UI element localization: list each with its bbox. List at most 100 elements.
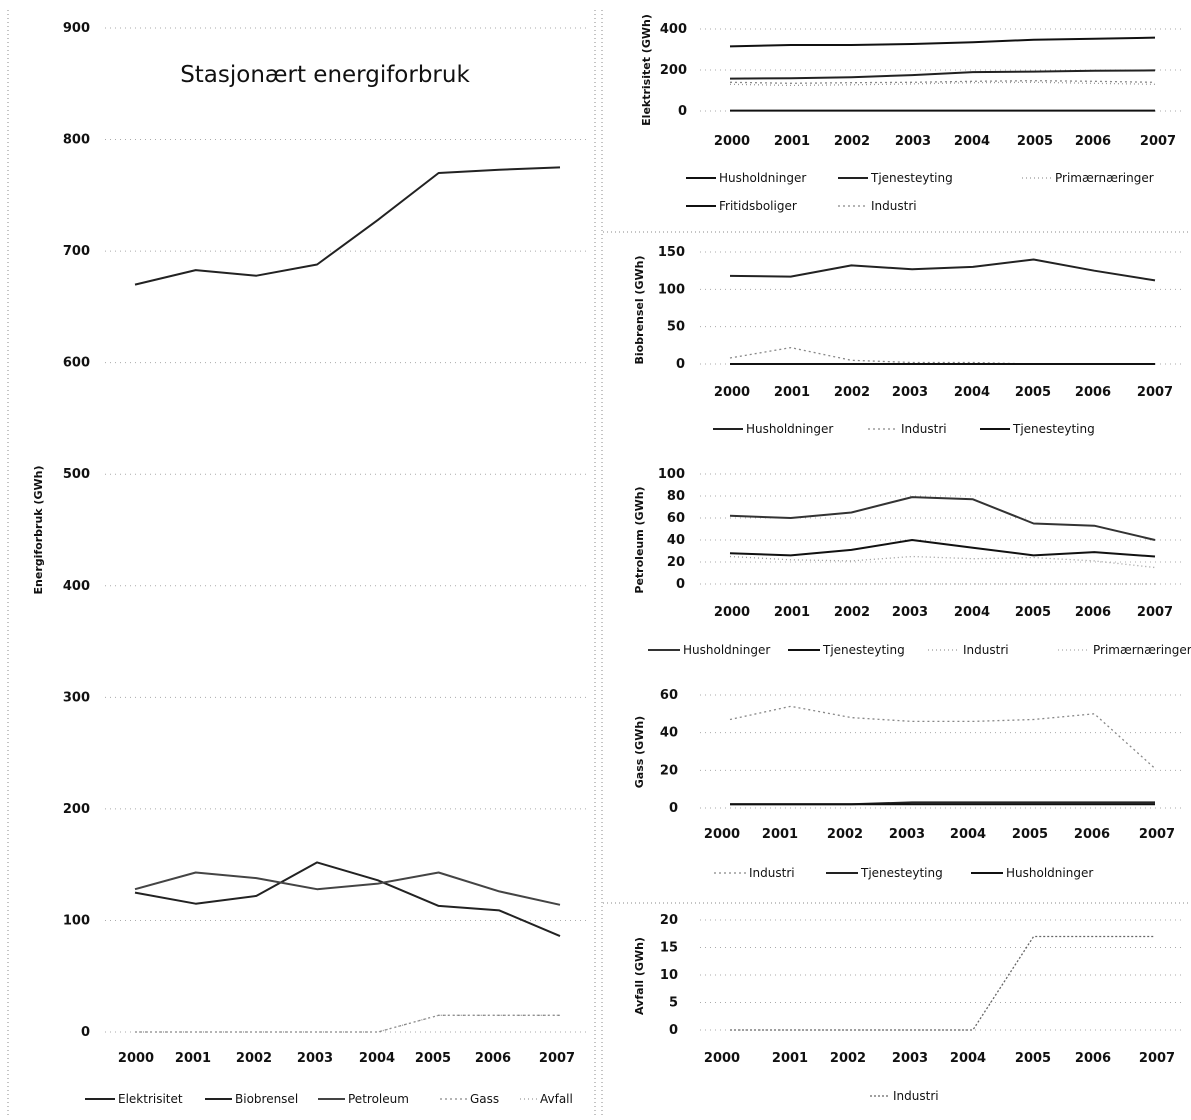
x-tick-label: 2006 xyxy=(1075,605,1111,620)
series-line-0 xyxy=(729,36,1156,48)
x-tick-label: 2002 xyxy=(830,1051,866,1066)
x-tick-label: 2001 xyxy=(774,385,810,400)
y-tick-label: 0 xyxy=(676,357,685,372)
series-line-2 xyxy=(134,871,561,906)
x-tick-label: 2002 xyxy=(236,1051,272,1066)
legend-label: Industri xyxy=(963,643,1009,657)
legend-label: Industri xyxy=(749,866,795,880)
y-tick-label: 100 xyxy=(658,282,685,297)
x-tick-label: 2003 xyxy=(892,1051,928,1066)
chart-panel-0: 0 100 200 300 400 500 600 700 800 900 Energiforbru… xyxy=(32,21,590,1106)
series-line-0 xyxy=(729,258,1156,282)
series-line-0 xyxy=(729,496,1156,541)
y-tick-label: 40 xyxy=(667,533,685,548)
y-tick-label: 60 xyxy=(660,688,678,703)
x-tick-label: 2004 xyxy=(359,1051,395,1066)
y-tick-label: 800 xyxy=(63,133,90,148)
y-tick-label: 300 xyxy=(63,690,90,705)
legend-label: Gass xyxy=(470,1092,499,1106)
y-tick-label: 0 xyxy=(678,104,687,119)
series-line-2 xyxy=(729,81,1156,87)
series-line-3 xyxy=(135,1014,560,1033)
x-tick-label: 2007 xyxy=(1139,1051,1175,1066)
y-tick-label: 20 xyxy=(660,913,678,928)
x-tick-label: 2005 xyxy=(1012,827,1048,842)
legend-label: Fritidsboliger xyxy=(719,199,797,213)
y-axis-label: Gass (GWh) xyxy=(633,716,646,788)
series-line-4 xyxy=(135,1014,560,1033)
legend-label: Avfall xyxy=(540,1092,573,1106)
y-tick-label: 20 xyxy=(660,763,678,778)
y-axis-label: Biobrensel (GWh) xyxy=(633,256,646,365)
series-line-0 xyxy=(134,166,561,286)
y-tick-label: 60 xyxy=(667,511,685,526)
x-tick-label: 2006 xyxy=(1075,385,1111,400)
x-tick-label: 2005 xyxy=(415,1051,451,1066)
y-axis-label: Energiforbruk (GWh) xyxy=(32,466,45,595)
legend-label: Elektrisitet xyxy=(118,1092,183,1106)
series-line-0 xyxy=(729,705,1156,769)
x-tick-label: 2005 xyxy=(1017,134,1053,149)
x-tick-label: 2004 xyxy=(950,827,986,842)
legend-label: Tjenesteyting xyxy=(860,866,943,880)
x-tick-label: 2004 xyxy=(954,605,990,620)
x-tick-label: 2005 xyxy=(1015,385,1051,400)
x-tick-label: 2001 xyxy=(175,1051,211,1066)
y-axis-label: Petroleum (GWh) xyxy=(633,486,646,593)
legend-label: Tjenesteyting xyxy=(870,171,953,185)
legend-label: Husholdninger xyxy=(719,171,806,185)
x-tick-label: 2003 xyxy=(895,134,931,149)
legend-label: Husholdninger xyxy=(683,643,770,657)
y-tick-label: 100 xyxy=(658,467,685,482)
legend-label: Petroleum xyxy=(348,1092,409,1106)
x-tick-label: 2000 xyxy=(704,827,740,842)
x-tick-label: 2001 xyxy=(774,605,810,620)
series-line-1 xyxy=(729,539,1156,558)
x-tick-label: 2003 xyxy=(892,605,928,620)
legend-label: Industri xyxy=(871,199,917,213)
x-tick-label: 2007 xyxy=(1137,385,1173,400)
y-tick-label: 5 xyxy=(669,996,678,1011)
x-tick-label: 2000 xyxy=(714,134,750,149)
chart-panel-4: 0 20 40 60 Gass (GWh) 2000 2001 2002 2003 2004 200… xyxy=(633,688,1185,880)
legend-label: Industri xyxy=(893,1089,939,1103)
y-tick-label: 40 xyxy=(660,726,678,741)
x-tick-label: 2004 xyxy=(954,385,990,400)
chart-panel-1: 0 200 400 Elektrisitet (GWh) 2000 2001 2002 200… xyxy=(640,14,1185,213)
y-axis-label: Avfall (GWh) xyxy=(633,937,646,1015)
series-line-2 xyxy=(729,555,1156,569)
x-tick-label: 2001 xyxy=(762,827,798,842)
series-line-1 xyxy=(729,346,1155,365)
x-tick-label: 2004 xyxy=(950,1051,986,1066)
y-tick-label: 10 xyxy=(660,968,678,983)
x-tick-label: 2003 xyxy=(892,385,928,400)
y-tick-label: 0 xyxy=(81,1025,90,1040)
legend-label: Tjenesteyting xyxy=(1012,422,1095,436)
x-tick-label: 2005 xyxy=(1015,1051,1051,1066)
x-tick-label: 2007 xyxy=(1137,605,1173,620)
chart-panel-3: 0 20 40 60 80 100 Petroleum (GWh) 2000 2001 2002 2… xyxy=(633,467,1191,657)
legend-label: Industri xyxy=(901,422,947,436)
x-tick-label: 2002 xyxy=(834,605,870,620)
legend-label: Biobrensel xyxy=(235,1092,298,1106)
chart-title: Stasjonært energiforbruk xyxy=(180,62,470,88)
y-tick-label: 900 xyxy=(63,21,90,36)
y-tick-label: 0 xyxy=(676,577,685,592)
series-line-0 xyxy=(730,935,1155,1031)
chart-panel-2: 0 50 100 150 Biobrensel (GWh) 2000 2001 2002 200… xyxy=(633,245,1185,436)
y-tick-label: 700 xyxy=(63,244,90,259)
x-tick-label: 2007 xyxy=(1139,827,1175,842)
y-tick-label: 400 xyxy=(63,579,90,594)
legend-label: Tjenesteyting xyxy=(822,643,905,657)
x-tick-label: 2004 xyxy=(954,134,990,149)
series-line-4 xyxy=(729,80,1156,84)
x-tick-label: 2006 xyxy=(1075,134,1111,149)
y-axis-label: Elektrisitet (GWh) xyxy=(640,14,653,126)
x-tick-label: 2001 xyxy=(772,1051,808,1066)
x-tick-label: 2000 xyxy=(714,605,750,620)
y-tick-label: 150 xyxy=(658,245,685,260)
y-tick-label: 600 xyxy=(63,356,90,371)
y-tick-label: 100 xyxy=(63,913,90,928)
x-tick-label: 2000 xyxy=(714,385,750,400)
